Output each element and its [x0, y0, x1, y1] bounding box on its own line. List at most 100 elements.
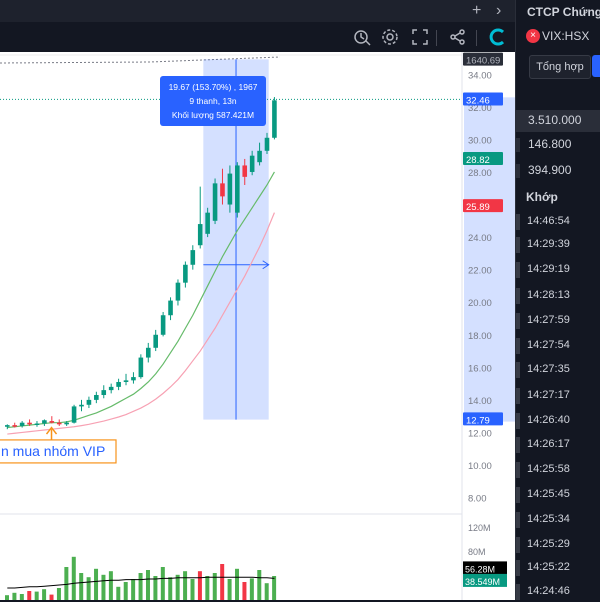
chevron-right-icon[interactable]: ›: [496, 2, 502, 19]
volume-tick-label: 120M: [468, 523, 491, 533]
candle: [212, 178, 218, 225]
candle-body: [131, 377, 136, 381]
tab-summary[interactable]: Tổng hợp: [529, 55, 591, 79]
volume-bar: [5, 595, 9, 600]
toolbar-divider: [476, 30, 477, 46]
price-tick-label: 14.00: [468, 396, 492, 407]
trade-row: 14:29:19: [516, 260, 600, 280]
trade-row: 14:25:58: [516, 460, 600, 480]
volume-bar: [12, 592, 17, 600]
candle-body: [257, 150, 262, 163]
price-tick-label: 22.00: [468, 266, 492, 277]
price-label-tag: [463, 151, 503, 165]
volume-bar: [71, 556, 76, 600]
volume-bar: [249, 578, 254, 600]
candle-body: [160, 315, 166, 335]
row-marker: [516, 437, 520, 453]
volume-bar: [27, 591, 32, 600]
volume-bar: [19, 594, 24, 600]
symbol-chip[interactable]: × VIX:HSX: [526, 28, 600, 46]
candle-body: [86, 399, 92, 405]
volume-bar: [116, 586, 121, 600]
company-title: CTCP Chứng: [527, 5, 600, 19]
candle-body: [27, 422, 32, 425]
volume-bar: [56, 588, 61, 600]
price-chart[interactable]: 19.67 (153.70%) , 1967 9 thanh, 13n Khối l…: [0, 52, 515, 600]
gear-icon[interactable]: [380, 27, 400, 47]
volume-bar: [42, 589, 47, 600]
candle: [220, 168, 225, 205]
volume-label-text: 38.549M: [465, 577, 500, 587]
tab-active-indicator[interactable]: [592, 55, 600, 77]
trade-row: 14:27:54: [516, 336, 600, 356]
trade-row: 14:29:39: [516, 235, 600, 255]
trade-row: 14:26:40: [516, 411, 600, 431]
trade-row: 14:25:29: [516, 535, 600, 555]
measure-tooltip: [160, 76, 266, 126]
row-marker: [516, 388, 520, 404]
row-marker: [516, 214, 520, 230]
price-tick-label: 30.00: [468, 135, 492, 146]
toolbar-divider: [436, 30, 437, 46]
candle: [123, 373, 129, 386]
candle: [131, 372, 136, 384]
fullscreen-icon[interactable]: [410, 27, 430, 47]
row-marker: [516, 537, 520, 553]
candle: [264, 132, 270, 155]
measure-line1: 19.67 (153.70%) , 1967: [169, 82, 258, 92]
candle-body: [175, 282, 181, 301]
candle: [183, 261, 188, 288]
trade-row: 14:24:46: [516, 582, 600, 602]
row-marker: [516, 288, 520, 304]
candle: [34, 421, 40, 427]
volume-bar: [257, 570, 262, 600]
row-marker: [516, 413, 520, 429]
volume-label-tag: [463, 561, 507, 575]
price-tick-label: 24.00: [468, 233, 492, 244]
volume-bar: [190, 579, 195, 600]
stat-value: 394.900: [528, 163, 572, 177]
stat-value: 146.800: [528, 137, 572, 151]
candle-body: [64, 422, 69, 425]
row-marker: [516, 313, 520, 329]
candle-body: [116, 381, 121, 387]
volume-bar: [123, 582, 128, 600]
plot-background: [0, 52, 515, 600]
replay-icon[interactable]: [352, 27, 372, 47]
price-tick-label: 18.00: [468, 331, 492, 342]
candle-body: [264, 137, 270, 151]
price-label-text: 1640.69: [466, 56, 500, 67]
chart-canvas[interactable]: 19.67 (153.70%) , 1967 9 thanh, 13n Khối l…: [0, 52, 515, 600]
row-marker: [516, 462, 520, 478]
candle-body: [249, 155, 255, 172]
candle-body: [34, 423, 40, 426]
candle: [116, 378, 121, 391]
share-icon[interactable]: [448, 27, 468, 47]
volume-bar: [86, 577, 91, 600]
remove-symbol-icon[interactable]: ×: [526, 29, 540, 43]
top-bar: + ›: [0, 0, 515, 22]
candle-body: [42, 420, 47, 424]
trade-time: 14:28:13: [527, 289, 570, 301]
stat-marker: [516, 138, 520, 152]
volume-bar: [175, 574, 180, 600]
price-tick-label: 32.00: [468, 103, 492, 114]
volume-bar: [94, 568, 99, 600]
candle-body: [220, 183, 225, 197]
candle-body: [56, 422, 62, 425]
trade-time: 14:25:29: [527, 538, 570, 550]
price-label-text: 25.89: [466, 202, 490, 213]
volume-bar: [183, 571, 188, 600]
row-marker: [516, 237, 520, 253]
candle: [49, 416, 55, 424]
candle: [42, 419, 47, 426]
candle: [86, 396, 92, 409]
candle-body: [242, 165, 248, 177]
trade-row: 14:25:22: [516, 558, 600, 578]
plus-icon[interactable]: +: [472, 2, 482, 19]
trade-time: 14:46:54: [527, 215, 570, 227]
candle: [56, 419, 62, 426]
measure-line3: Khối lượng 587.421M: [172, 110, 254, 120]
price-label-text: 32.46: [466, 96, 490, 107]
volume-label-text: 56.28M: [465, 564, 495, 574]
